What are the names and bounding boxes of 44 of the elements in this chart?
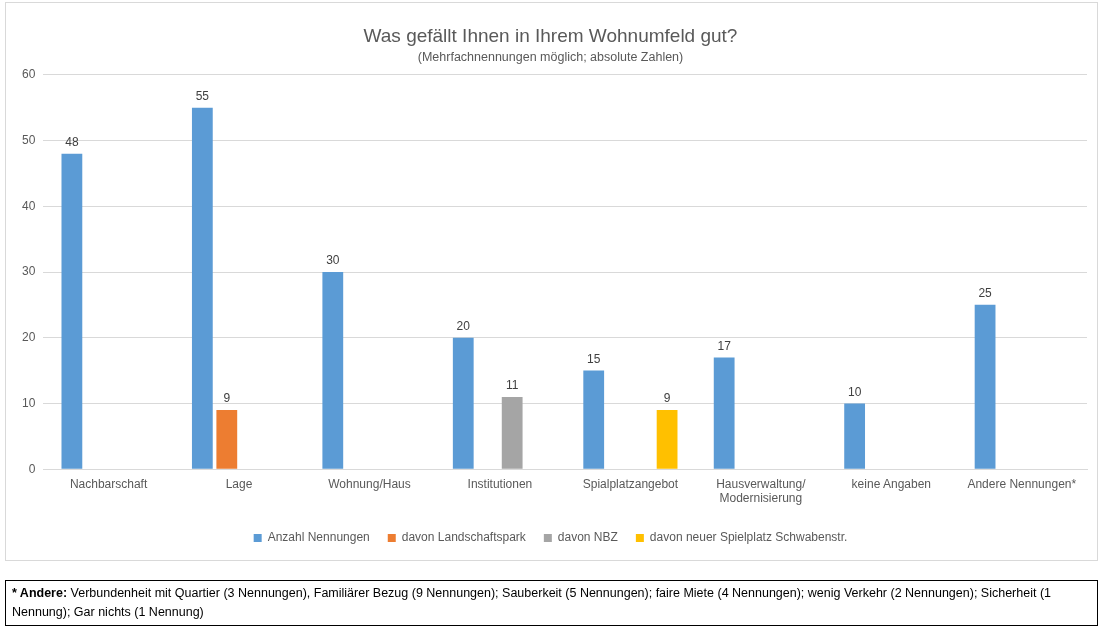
data-label: 9 bbox=[223, 391, 231, 406]
x-tick-label: Lage bbox=[225, 476, 253, 491]
bar bbox=[974, 304, 996, 469]
x-tick-label: Andere Nennungen* bbox=[967, 476, 1077, 491]
data-label: 10 bbox=[847, 384, 862, 399]
bar bbox=[216, 410, 238, 469]
x-tick-label: keine Angaben bbox=[851, 476, 932, 491]
data-label: 20 bbox=[456, 319, 471, 334]
chart-title: Was gefällt Ihnen in Ihrem Wohnumfeld gut? bbox=[363, 24, 738, 46]
legend-label: davon NBZ bbox=[557, 530, 618, 545]
legend-label: Anzahl Nennungen bbox=[267, 530, 370, 545]
y-tick-label: 60 bbox=[21, 67, 36, 82]
y-tick-label: 20 bbox=[21, 330, 36, 345]
bar bbox=[844, 403, 866, 469]
text: * Andere: Verbundenheit mit Quartier (3 Nennungen), Familiärer Bezug (9 Nennungen); Sauberkeit (5 Nennungen); faire Miete (4 Nennungen); wenig Verkehr (2 Nennungen); Sicherheit (1 Nennung); Gar nichts (1 Nennung) bbox=[12, 585, 1052, 621]
legend-label: davon neuer Spielplatz Schwabenstr. bbox=[649, 530, 848, 545]
bar bbox=[656, 410, 678, 469]
bar bbox=[583, 370, 605, 469]
y-tick-label: 40 bbox=[21, 198, 36, 213]
x-tick-label: Spialplatzangebot bbox=[582, 476, 679, 491]
bar bbox=[452, 337, 474, 469]
x-tick-label: Institutionen bbox=[467, 476, 533, 491]
legend-label: davon Landschaftspark bbox=[401, 530, 527, 545]
bar bbox=[501, 396, 523, 469]
data-label: 55 bbox=[195, 88, 210, 103]
data-label: 30 bbox=[326, 253, 340, 268]
x-tick-label: Wohnung/Haus bbox=[328, 476, 411, 491]
x-tick-label: Hausverwaltung/ Modernisierung bbox=[716, 476, 807, 506]
x-tick-label: Nachbarschaft bbox=[69, 476, 148, 491]
data-label: 15 bbox=[587, 351, 601, 366]
chart-subtitle: (Mehrfachnennungen möglich; absolute Zahlen) bbox=[417, 49, 684, 64]
y-tick-label: 0 bbox=[28, 461, 36, 476]
bar bbox=[322, 272, 344, 469]
data-label: 17 bbox=[717, 338, 732, 353]
bar bbox=[191, 107, 213, 469]
bar bbox=[61, 153, 83, 469]
bar bbox=[713, 357, 735, 469]
data-label: 25 bbox=[978, 286, 993, 301]
y-tick-label: 10 bbox=[21, 395, 36, 410]
y-tick-label: 50 bbox=[21, 132, 36, 147]
data-label: 9 bbox=[663, 391, 671, 406]
data-label: 11 bbox=[505, 378, 519, 393]
y-tick-label: 30 bbox=[21, 264, 36, 279]
data-label: 48 bbox=[65, 134, 79, 149]
